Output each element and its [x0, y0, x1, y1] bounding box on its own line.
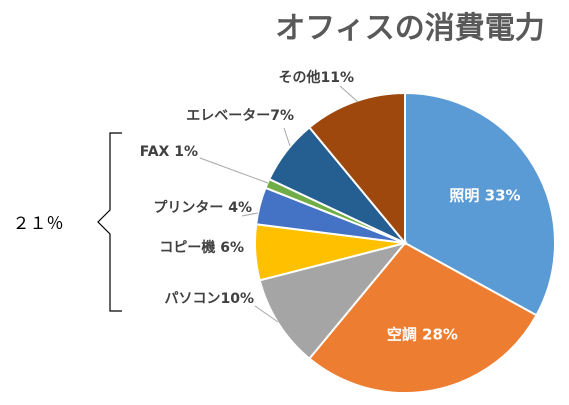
- pie-slice-0: [404, 91, 556, 317]
- chart-title: オフィスの消費電力: [275, 11, 544, 46]
- slice-label-5: FAX 1%: [140, 144, 198, 160]
- leader-line-6: [283, 127, 291, 147]
- leader-lines: [199, 85, 359, 323]
- group-annotation: ２１％: [13, 214, 64, 234]
- leader-line-4: [241, 212, 259, 217]
- pie-slices: [253, 91, 556, 394]
- leader-line-5: [199, 157, 269, 184]
- slice-label-3: コピー機 6%: [159, 239, 244, 256]
- slice-labels: 照明 33% 空調 28% パソコン10% コピー機 6% プリンター 4% FAX 1%…: [140, 69, 521, 343]
- pie-slice-1: [307, 241, 538, 394]
- slice-label-7: その他11%: [278, 69, 354, 86]
- group-bracket: [97, 132, 122, 312]
- pie-slice-7: [307, 91, 406, 246]
- slice-label-4: プリンター 4%: [153, 200, 252, 216]
- slice-label-0: 照明 33%: [449, 187, 520, 205]
- leader-line-7: [339, 85, 359, 103]
- slice-label-1: 空調 28%: [387, 325, 458, 343]
- leader-line-2: [254, 305, 279, 323]
- slice-label-6: エレベーター7%: [186, 108, 294, 124]
- slice-label-2: パソコン10%: [164, 291, 254, 307]
